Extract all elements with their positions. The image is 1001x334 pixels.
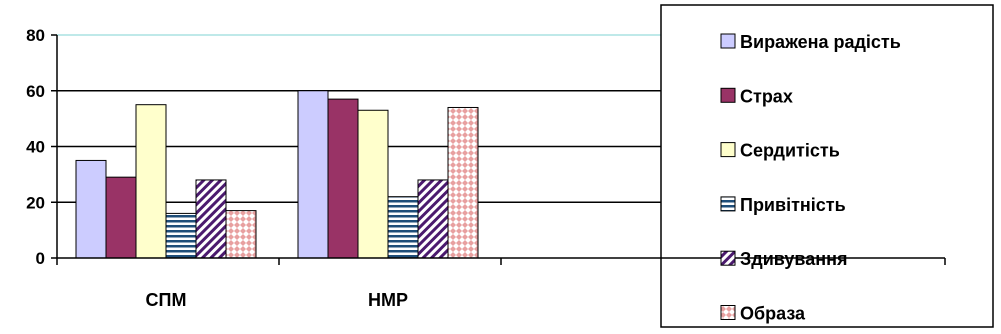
bars [75, 90, 479, 259]
y-tick-label-20: 20 [26, 193, 45, 212]
bar-СПМ-3 [165, 212, 197, 259]
legend-label-1: Страх [740, 86, 793, 106]
legend-label-5: Образа [740, 304, 806, 324]
category-labels: СПМ НМР [146, 290, 408, 310]
legend-swatch-0 [720, 33, 736, 49]
y-tick-label-60: 60 [26, 82, 45, 101]
bar-СПМ-1 [105, 176, 137, 259]
bar-НМР-1 [327, 98, 359, 259]
legend-label-3: Привітність [740, 195, 846, 215]
bar-СПМ-2 [135, 104, 167, 259]
legend-box [660, 4, 994, 328]
y-tick-label-80: 80 [26, 26, 45, 45]
legend-label-0: Виражена радість [740, 32, 901, 52]
category-label-1: НМР [368, 290, 408, 310]
legend-swatch-3 [720, 196, 736, 212]
bar-СПМ-5 [225, 210, 257, 259]
y-tick-label-0: 0 [36, 249, 45, 268]
bar-НМР-3 [387, 196, 419, 259]
bar-НМР-5 [447, 106, 479, 259]
legend-label-2: Сердитість [740, 141, 840, 161]
legend-swatch-2 [720, 142, 736, 158]
bar-СПМ-0 [75, 159, 107, 259]
bar-НМР-4 [417, 179, 449, 259]
legend-label-4: Здивування [740, 249, 847, 269]
legend-swatch-1 [720, 87, 736, 103]
legend: Виражена радість Страх Сердитість Привітніс… [660, 4, 994, 328]
bar-НМР-2 [357, 109, 389, 259]
legend-swatch-4 [720, 250, 736, 266]
bar-СПМ-4 [195, 179, 227, 259]
y-tick-labels: 0 20 40 60 80 [26, 26, 45, 268]
y-tick-label-40: 40 [26, 138, 45, 157]
legend-swatch-5 [720, 305, 736, 320]
category-label-0: СПМ [146, 290, 187, 310]
bar-НМР-0 [297, 90, 329, 259]
